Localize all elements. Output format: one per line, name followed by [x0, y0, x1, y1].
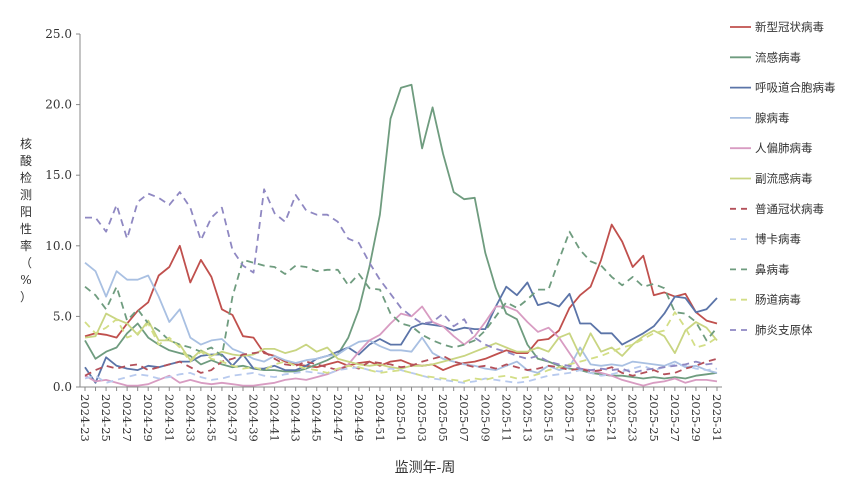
y-axis-title: 核酸检测阳性率（%） — [20, 137, 32, 304]
x-tick-label: 2024-23 — [78, 394, 92, 442]
series-line-0 — [84, 223, 718, 372]
x-axis-title: 监测年-周 — [395, 460, 456, 476]
series-lines — [84, 83, 718, 387]
x-tick-label: 2025-11 — [499, 394, 513, 442]
legend-label: 肠道病毒 — [755, 293, 801, 307]
x-tick-label: 2024-39 — [247, 394, 261, 442]
x-tick-label: 2025-01 — [394, 394, 408, 442]
series-line-10 — [85, 188, 718, 374]
x-tick-label: 2024-51 — [373, 394, 387, 442]
y-tick-label: 15.0 — [45, 168, 72, 182]
x-tick-label: 2024-41 — [268, 394, 282, 442]
x-tick-label: 2025-09 — [478, 394, 492, 442]
x-tick-label: 2025-29 — [689, 394, 703, 442]
x-tick-label: 2025-23 — [626, 394, 640, 442]
x-tick-label: 2025-03 — [415, 394, 429, 442]
x-tick-label: 2025-05 — [436, 394, 450, 442]
legend-label: 普通冠状病毒 — [755, 202, 824, 216]
x-tick-label: 2024-49 — [352, 394, 366, 442]
y-tick-label: 20.0 — [45, 98, 72, 112]
x-tick-label: 2024-33 — [183, 394, 197, 442]
x-tick-label: 2025-13 — [520, 394, 534, 442]
series-line-7 — [84, 363, 718, 384]
series-line-9 — [84, 311, 718, 383]
y-tick-label: 25.0 — [45, 27, 72, 41]
x-tick-label: 2024-37 — [225, 394, 239, 442]
series-line-6 — [84, 350, 718, 377]
x-tick-label: 2024-47 — [331, 394, 345, 442]
series-line-1 — [84, 83, 718, 380]
x-tick-label: 2024-43 — [289, 394, 303, 442]
y-tick-label: 5.0 — [53, 309, 72, 323]
legend-label: 副流感病毒 — [755, 172, 813, 186]
x-tick-label: 2024-25 — [99, 394, 113, 442]
x-tick-label: 2025-07 — [457, 394, 471, 442]
legend-label: 鼻病毒 — [755, 262, 790, 276]
x-tick-label: 2025-21 — [605, 394, 619, 442]
series-line-3 — [84, 262, 718, 374]
x-tick-label: 2025-17 — [563, 394, 577, 442]
legend-label: 博卡病毒 — [755, 232, 801, 246]
legend-label: 肺炎支原体 — [755, 323, 813, 337]
x-tick-label: 2024-27 — [120, 394, 134, 442]
legend-label: 呼吸道合胞病毒 — [755, 81, 836, 95]
x-tick-label: 2025-31 — [710, 394, 724, 442]
y-axis: 0.0 5.0 10.0 15.0 20.0 25.0 — [45, 27, 81, 394]
x-tick-label: 2025-25 — [647, 394, 661, 442]
y-tick-label: 0.0 — [53, 380, 72, 394]
series-line-4 — [84, 305, 718, 387]
x-tick-label: 2024-45 — [310, 394, 324, 442]
x-tick-label: 2025-19 — [584, 394, 598, 442]
legend: 新型冠状病毒流感病毒呼吸道合胞病毒腺病毒人偏肺病毒副流感病毒普通冠状病毒博卡病毒… — [730, 20, 836, 337]
series-line-8 — [84, 230, 718, 357]
series-line-5 — [84, 312, 718, 370]
legend-label: 腺病毒 — [755, 111, 790, 125]
x-tick-label: 2025-27 — [668, 394, 682, 442]
legend-label: 人偏肺病毒 — [755, 141, 813, 155]
x-tick-label: 2024-29 — [141, 394, 155, 442]
legend-label: 流感病毒 — [755, 50, 801, 64]
legend-label: 新型冠状病毒 — [755, 20, 824, 34]
x-axis: 2024-23 2024-25 2024-27 2024-29 2024-31 2024-… — [78, 386, 724, 442]
x-tick-label: 2024-35 — [204, 394, 218, 442]
x-tick-label: 2025-15 — [541, 394, 555, 442]
x-tick-label: 2024-31 — [162, 394, 176, 442]
y-tick-label: 10.0 — [45, 239, 72, 253]
